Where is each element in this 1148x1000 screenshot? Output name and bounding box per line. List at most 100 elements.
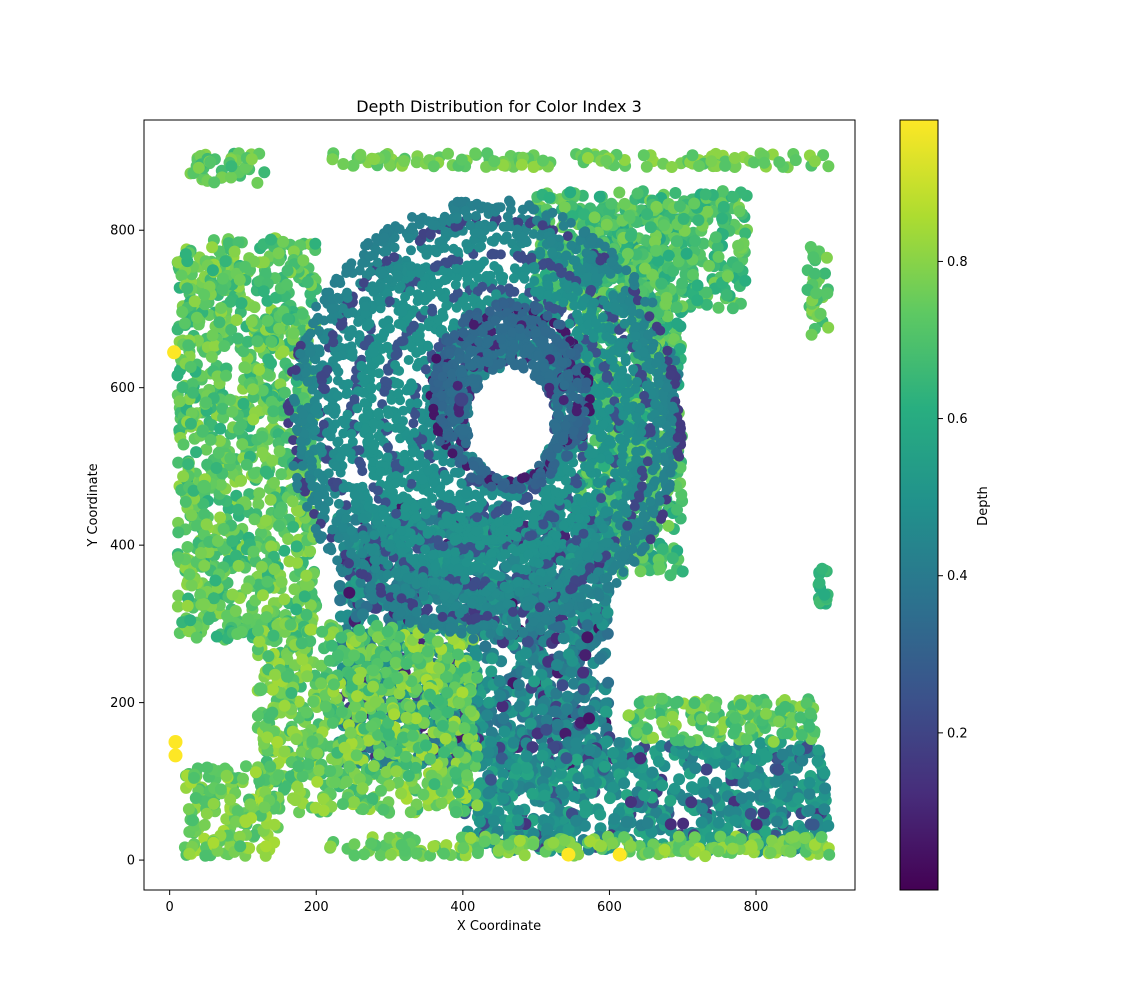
data-point — [796, 754, 809, 767]
data-point — [646, 766, 659, 779]
data-point — [803, 787, 816, 800]
data-point — [481, 709, 494, 722]
data-point — [553, 621, 566, 634]
data-point — [526, 787, 539, 800]
data-point — [356, 608, 369, 621]
data-point — [334, 610, 347, 623]
data-point — [261, 731, 274, 744]
data-point — [519, 647, 532, 659]
data-point — [452, 648, 465, 661]
data-point — [256, 446, 269, 459]
data-point — [177, 438, 190, 451]
data-point — [735, 792, 748, 805]
data-point — [538, 789, 551, 802]
data-point — [579, 799, 592, 812]
data-point — [767, 735, 780, 748]
data-point — [281, 264, 294, 277]
data-point — [689, 762, 702, 775]
data-point — [273, 506, 286, 519]
data-point — [264, 493, 277, 506]
data-point — [355, 710, 368, 723]
data-point — [471, 671, 484, 684]
data-point — [819, 782, 832, 795]
data-point — [822, 819, 835, 832]
data-point — [557, 632, 570, 645]
data-point — [256, 430, 269, 443]
data-point — [698, 786, 710, 799]
data-point — [200, 396, 213, 409]
data-point — [520, 750, 533, 763]
data-point — [439, 732, 452, 745]
data-point — [369, 695, 382, 708]
data-point — [700, 763, 713, 776]
data-point — [458, 722, 471, 735]
data-point — [772, 763, 785, 776]
data-point — [583, 712, 595, 725]
data-point — [485, 665, 498, 678]
data-point — [315, 677, 327, 690]
data-point — [818, 767, 831, 780]
data-point — [420, 739, 432, 752]
data-point — [471, 750, 484, 763]
data-point — [253, 635, 266, 648]
data-point — [226, 405, 239, 418]
data-point — [496, 700, 509, 713]
data-point — [173, 395, 186, 408]
data-point — [184, 614, 197, 627]
data-point — [273, 445, 286, 458]
data-points — [167, 147, 836, 863]
data-point — [400, 711, 413, 724]
data-point — [301, 276, 314, 289]
data-point — [512, 678, 525, 691]
data-point — [388, 708, 401, 721]
data-point — [251, 709, 264, 722]
data-point — [775, 787, 787, 800]
data-point — [209, 574, 222, 587]
data-point — [527, 838, 540, 851]
data-point — [804, 707, 817, 720]
data-point — [238, 361, 251, 374]
data-point — [287, 520, 300, 533]
data-point — [581, 631, 594, 644]
data-point — [262, 650, 275, 663]
data-point — [277, 235, 290, 248]
data-point — [607, 747, 620, 759]
data-point — [229, 605, 242, 617]
data-point — [731, 767, 744, 780]
chart-title: Depth Distribution for Color Index 3 — [356, 97, 642, 116]
data-point — [309, 237, 322, 250]
data-point — [240, 458, 253, 471]
data-point — [740, 733, 753, 745]
data-point — [570, 737, 583, 750]
data-point — [436, 719, 449, 732]
data-point — [181, 541, 194, 553]
data-point — [377, 803, 390, 816]
data-point — [600, 736, 613, 748]
data-point — [570, 814, 583, 827]
data-point — [252, 498, 265, 511]
data-point — [245, 315, 258, 328]
data-point — [176, 306, 189, 318]
data-point — [594, 808, 607, 821]
data-point — [608, 812, 621, 825]
data-point — [634, 565, 647, 578]
data-point — [638, 789, 650, 802]
data-point — [219, 255, 232, 268]
data-point — [185, 579, 198, 592]
data-point — [304, 623, 317, 636]
data-point — [280, 278, 293, 291]
data-point — [186, 386, 199, 399]
data-point — [774, 705, 787, 718]
data-point — [234, 474, 247, 487]
data-point — [540, 723, 553, 736]
data-point — [200, 443, 213, 456]
data-point — [656, 692, 669, 705]
data-point — [344, 726, 357, 739]
data-point — [486, 652, 498, 665]
data-point — [664, 818, 677, 831]
data-point — [313, 764, 326, 777]
data-point — [198, 559, 211, 572]
data-point — [273, 519, 285, 532]
data-point — [198, 508, 211, 521]
data-point — [696, 802, 709, 815]
